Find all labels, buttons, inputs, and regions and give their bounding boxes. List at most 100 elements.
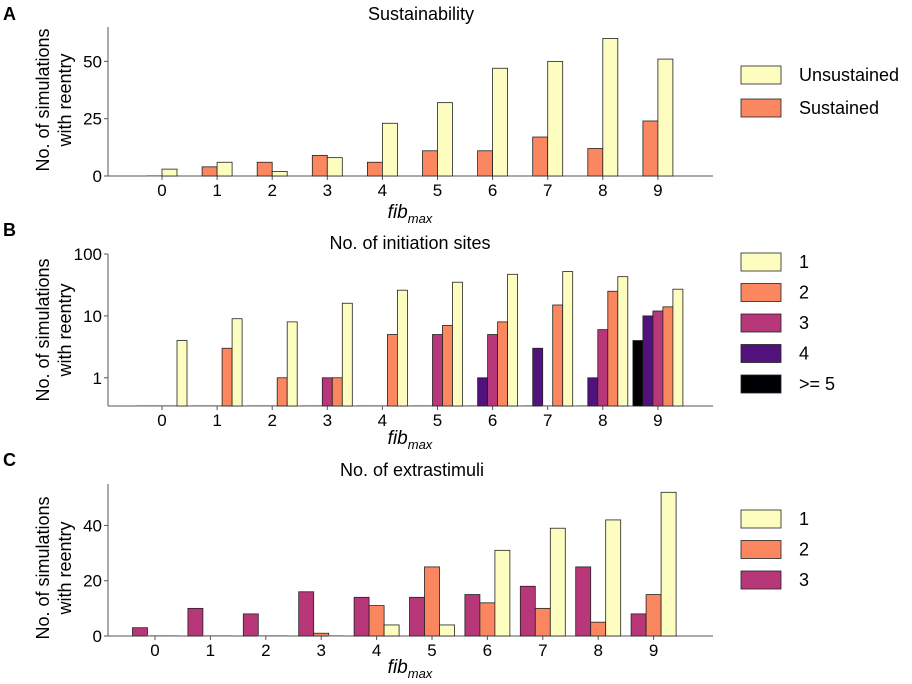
legend-swatch (740, 252, 782, 272)
bar-5-9 (632, 340, 644, 407)
x-tick-label: 6 (488, 411, 497, 430)
bar-1-3 (328, 635, 345, 637)
panel-b-legend: 1 2 3 4 >= 5 (740, 252, 835, 394)
bar-3-4 (377, 405, 388, 407)
bar-unsustained-3 (326, 157, 343, 177)
x-tick-label: 1 (212, 411, 221, 430)
bar-5-8 (577, 405, 589, 407)
legend-swatch (740, 570, 782, 590)
bar-unsustained-9 (657, 58, 674, 177)
bar-2-7 (534, 607, 551, 637)
bar-2-8 (590, 621, 607, 637)
bar-3-2 (242, 613, 259, 637)
bar-4-0 (146, 405, 158, 407)
bar-1-2 (286, 321, 298, 407)
x-tick-label: 8 (598, 181, 607, 200)
legend-label: 4 (799, 344, 809, 364)
bar-3-8 (575, 566, 592, 637)
panel-b-ylabel-line1: No. of simulations (33, 258, 53, 401)
y-tick-label: 10 (83, 307, 102, 326)
bar-4-8 (587, 377, 599, 407)
bar-2-9 (645, 594, 662, 637)
legend-swatch (740, 283, 782, 302)
bar-2-5 (424, 566, 440, 637)
panel-a-plot: 0 25 50 0 1 2 3 4 5 6 7 8 9 (83, 27, 713, 200)
bar-unsustained-5 (437, 102, 453, 177)
bar-5-1 (191, 405, 203, 407)
bar-1-4 (396, 289, 408, 407)
bar-2-0 (147, 635, 163, 637)
panel-a-ylabel-line2: with reentry (55, 53, 75, 147)
y-tick-label: 40 (83, 516, 102, 535)
bar-2-0 (166, 405, 178, 407)
bar-1-7 (562, 271, 574, 407)
y-tick-label: 0 (93, 627, 102, 646)
x-tick-label: 7 (538, 641, 547, 660)
bar-unsustained-6 (492, 67, 509, 177)
bar-5-7 (522, 405, 534, 407)
legend-swatch (740, 374, 782, 394)
y-tick-label: 25 (83, 110, 102, 129)
legend-label: 2 (799, 283, 809, 303)
bar-1-1 (231, 318, 243, 407)
bar-4-6 (477, 377, 489, 407)
panel-c-title: No. of extrastimuli (340, 460, 484, 480)
bar-2-9 (662, 306, 674, 407)
bar-sustained-0 (146, 175, 163, 177)
bar-sustained-3 (311, 154, 328, 177)
panel-a-legend: Unsustained Sustained (740, 65, 899, 118)
bar-2-6 (497, 321, 509, 407)
x-tick-label: 2 (261, 641, 270, 660)
x-tick-label: 6 (488, 181, 497, 200)
bar-2-2 (257, 635, 274, 637)
panel-b-ylabel-line2: with reentry (55, 283, 75, 377)
bar-1-5 (452, 281, 463, 407)
bar-sustained-7 (532, 136, 549, 177)
panel-c-ylabel-line2: with reentry (55, 521, 75, 615)
bar-2-3 (331, 377, 343, 407)
bar-1-7 (549, 527, 566, 637)
legend-label: 3 (799, 313, 809, 333)
bar-unsustained-8 (602, 38, 619, 177)
bar-sustained-9 (642, 120, 659, 177)
x-tick-label: 4 (378, 181, 387, 200)
bar-5-0 (136, 405, 148, 407)
y-tick-label: 1 (93, 369, 102, 388)
panel-b-xlabel: fibmax (388, 428, 433, 452)
bar-5-2 (246, 405, 258, 407)
bar-1-1 (217, 635, 234, 637)
bar-5-3 (301, 405, 313, 407)
bar-3-6 (464, 594, 481, 637)
legend-swatch (740, 344, 782, 363)
legend-label: 1 (799, 509, 809, 529)
legend-label: Sustained (799, 98, 879, 118)
bar-1-2 (272, 635, 289, 637)
bar-1-9 (660, 491, 677, 637)
x-tick-label: 5 (433, 411, 442, 430)
legend-label: 1 (799, 252, 809, 272)
bar-1-8 (617, 276, 629, 407)
bar-1-0 (162, 635, 178, 637)
x-tick-label: 4 (372, 641, 381, 660)
panel-c-legend: 1 2 3 (740, 509, 809, 590)
panel-b-label: B (3, 220, 16, 240)
bar-1-4 (383, 624, 400, 637)
bar-2-8 (607, 290, 619, 407)
bar-3-0 (156, 405, 168, 407)
x-tick-label: 7 (543, 411, 552, 430)
bar-2-1 (202, 635, 219, 637)
bar-2-7 (552, 304, 564, 407)
x-tick-label: 3 (316, 641, 325, 660)
panel-a-ylabel-line1: No. of simulations (33, 28, 53, 171)
bar-3-0 (132, 627, 148, 637)
x-tick-label: 9 (649, 641, 658, 660)
x-tick-label: 1 (206, 641, 215, 660)
bar-4-3 (311, 405, 323, 407)
x-tick-label: 0 (157, 181, 166, 200)
panel-a-title: Sustainability (368, 4, 474, 24)
bar-2-5 (442, 325, 453, 407)
bar-sustained-4 (366, 161, 383, 177)
x-tick-label: 5 (427, 641, 436, 660)
panel-c-plot: 0 20 40 0 1 2 3 4 5 6 7 8 9 (83, 484, 713, 660)
bar-sustained-5 (422, 150, 438, 177)
